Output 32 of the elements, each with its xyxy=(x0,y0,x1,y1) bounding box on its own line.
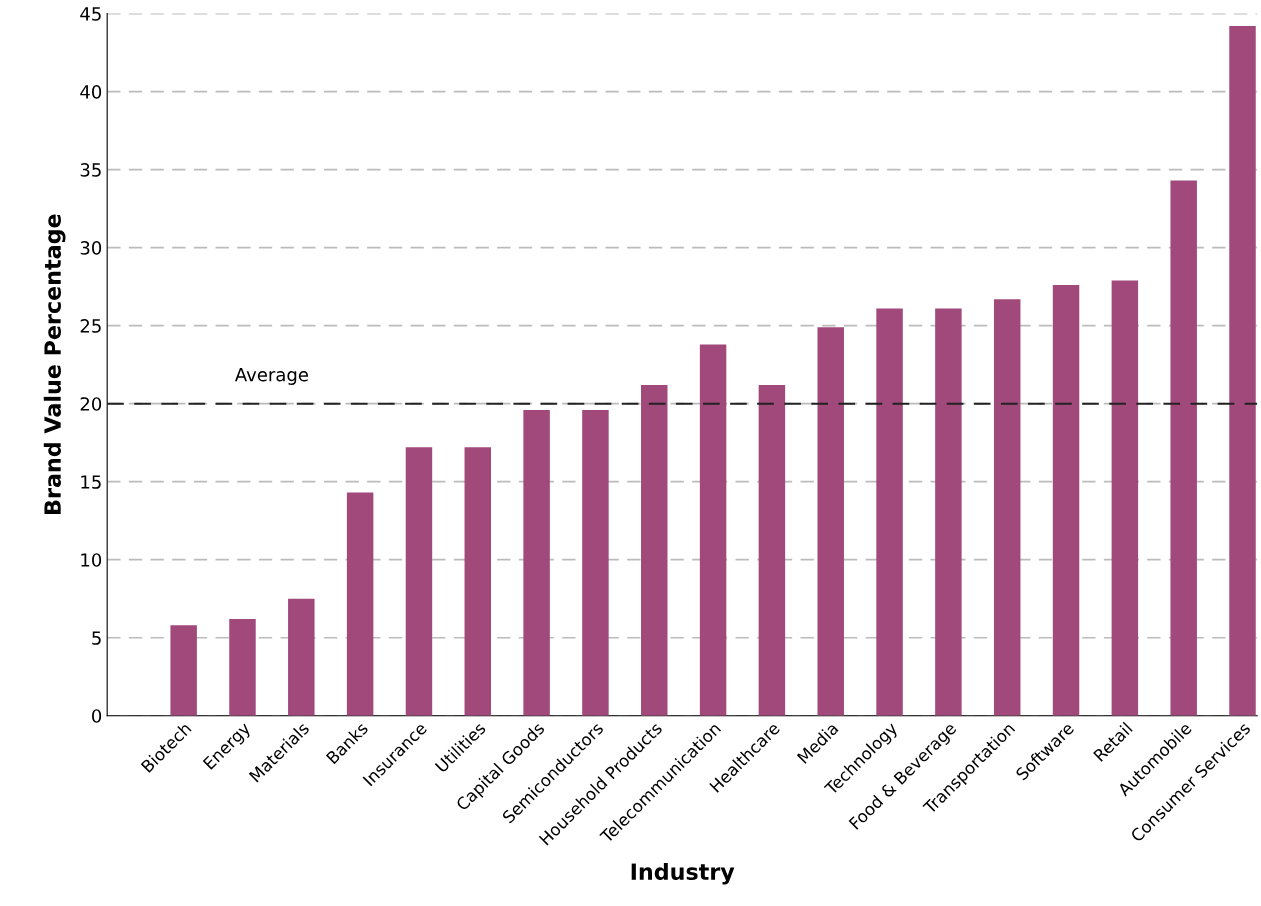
bar xyxy=(935,308,962,716)
y-tick-label: 15 xyxy=(81,475,101,489)
x-axis-title: Industry xyxy=(631,862,735,885)
bar xyxy=(170,625,197,716)
bar xyxy=(876,308,903,716)
bar xyxy=(523,409,550,716)
bar xyxy=(993,299,1021,716)
bar xyxy=(641,384,668,716)
y-tick-label: 45 xyxy=(80,7,101,21)
y-tick-label: 5 xyxy=(92,631,101,645)
y-tick-label: 35 xyxy=(80,163,101,177)
bar xyxy=(582,409,609,716)
y-axis-title: Brand Value Percentage xyxy=(43,214,66,514)
bar xyxy=(464,447,492,716)
bar xyxy=(1170,180,1197,716)
bar xyxy=(1111,280,1139,716)
bar xyxy=(229,619,256,716)
y-tick-label: 10 xyxy=(81,553,102,567)
y-tick-label: 40 xyxy=(80,85,102,99)
bar xyxy=(405,447,433,716)
ref-line-label: Average xyxy=(234,368,308,385)
y-tick-label: 0 xyxy=(92,709,102,723)
bar xyxy=(817,327,844,716)
y-tick-label: 25 xyxy=(80,319,101,333)
bar xyxy=(346,492,374,716)
bar xyxy=(1052,285,1080,716)
y-tick-label: 20 xyxy=(80,397,102,411)
bar xyxy=(699,344,727,716)
bar xyxy=(758,384,786,716)
y-tick-label: 30 xyxy=(80,241,102,255)
bar xyxy=(288,598,315,716)
bar xyxy=(1229,26,1256,716)
